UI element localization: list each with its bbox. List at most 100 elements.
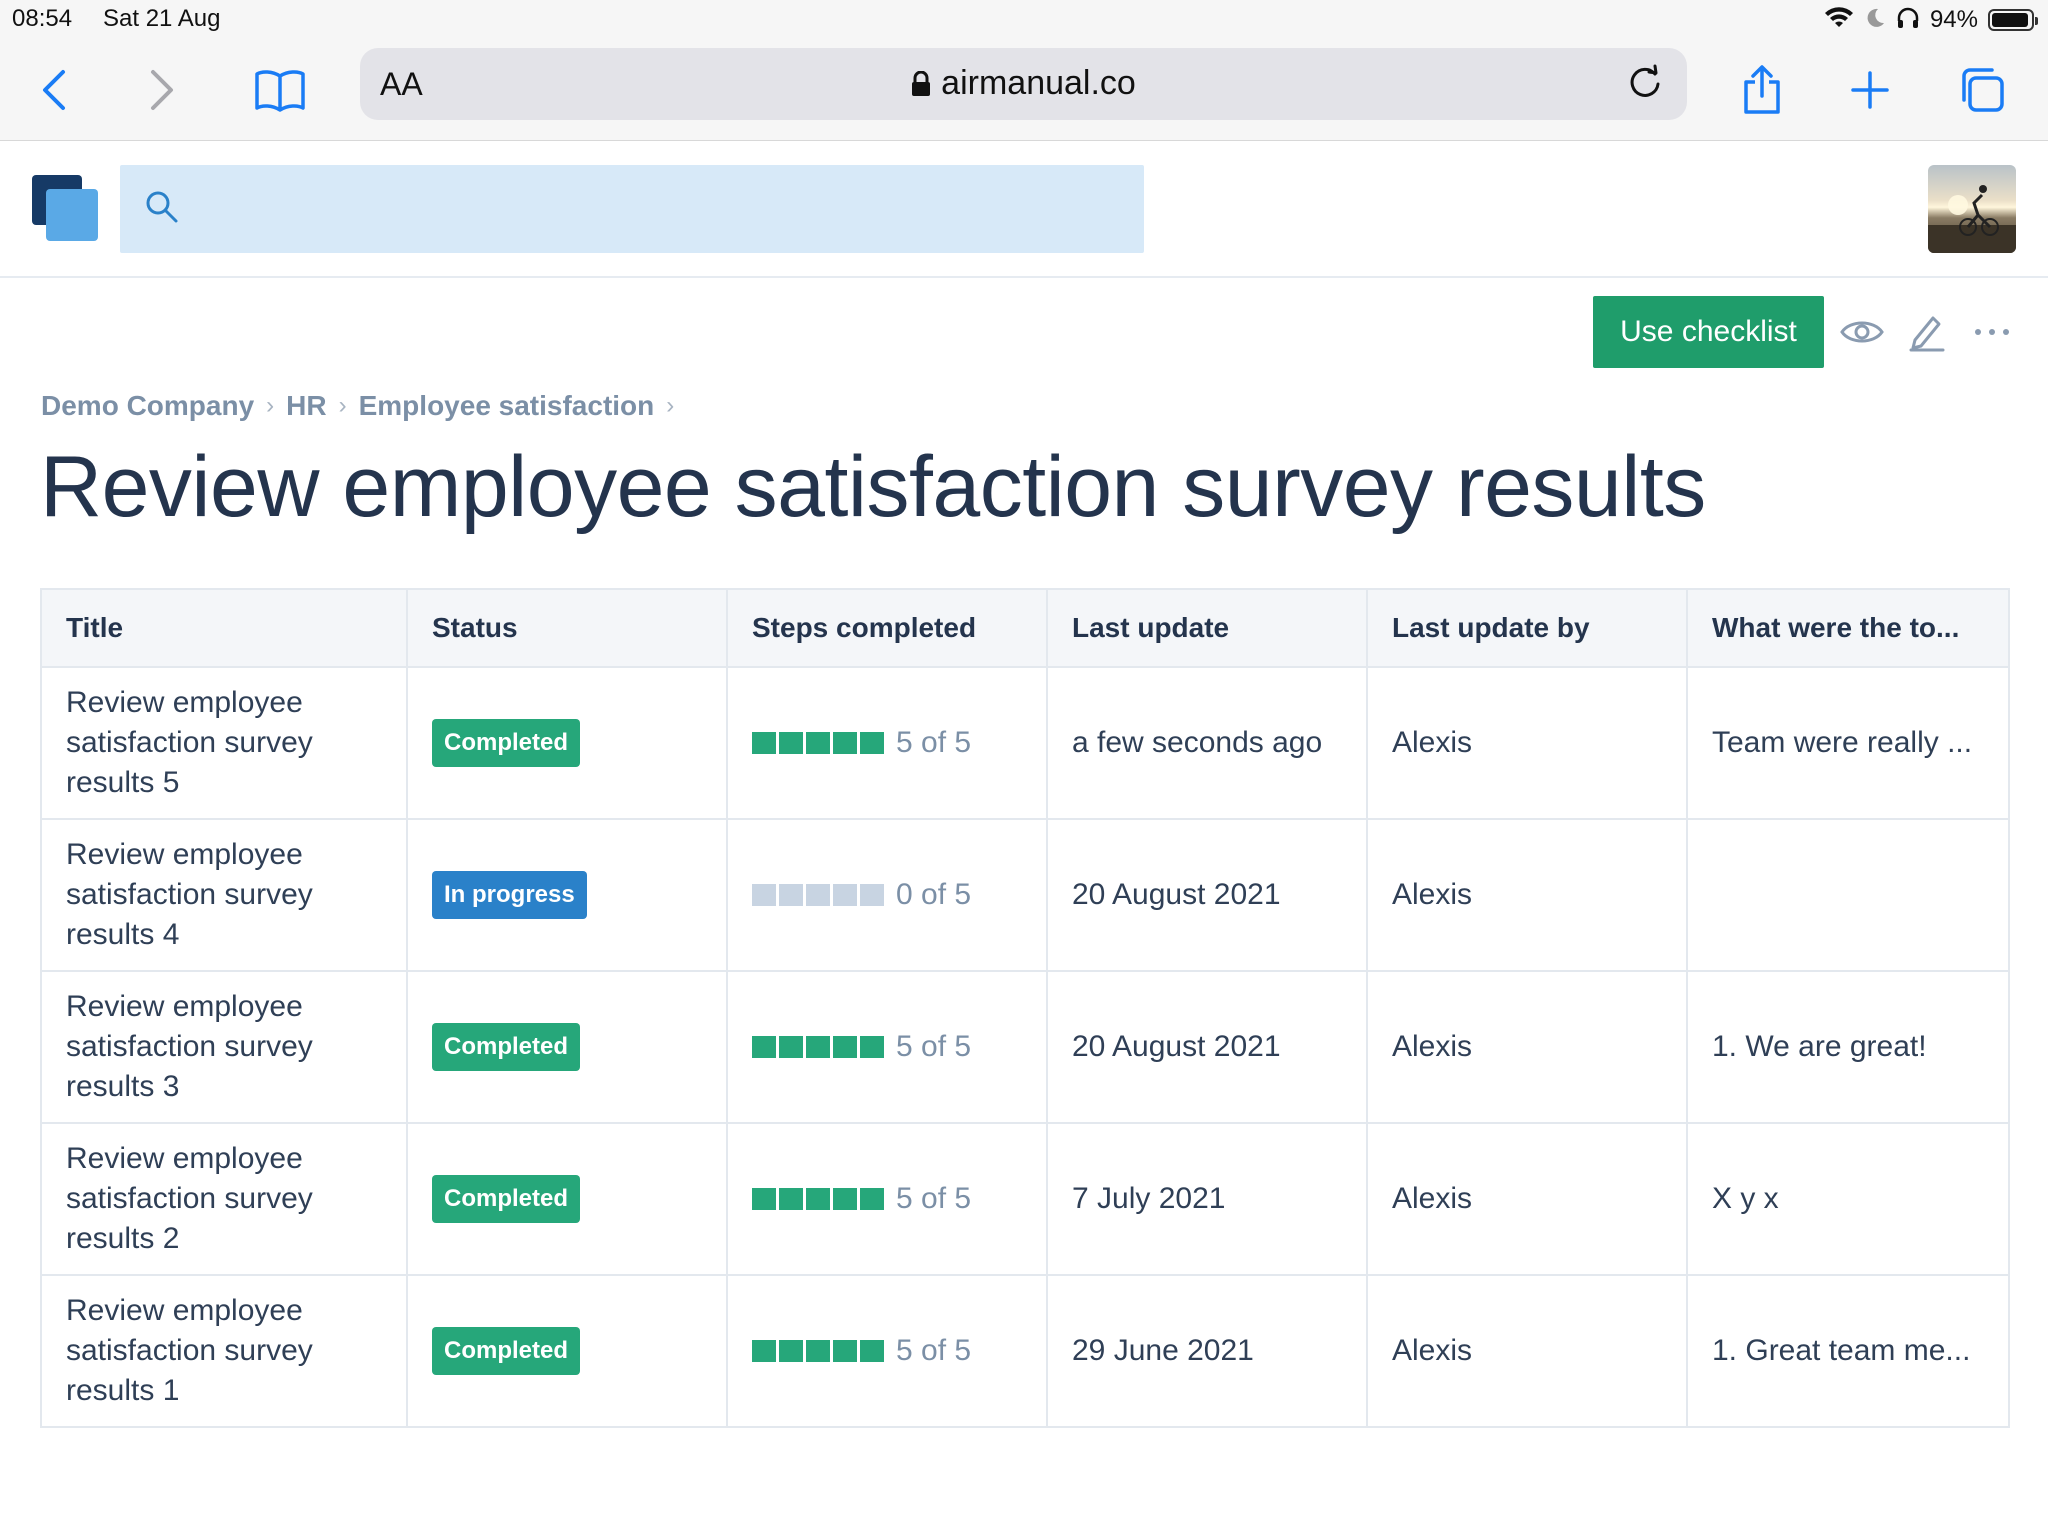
row-status: Completed	[406, 1274, 728, 1428]
battery-icon	[1988, 9, 2038, 31]
header-what[interactable]: What were the to...	[1686, 588, 2010, 668]
page-title: Review employee satisfaction survey resu…	[40, 439, 1706, 535]
battery-fill	[1992, 13, 2028, 27]
share-icon[interactable]	[1730, 58, 1794, 122]
avatar-cyclist-icon	[1928, 185, 2016, 253]
row-what: 1. We are great!	[1686, 970, 2010, 1124]
breadcrumb-separator-icon: ›	[266, 392, 275, 419]
book-icon[interactable]	[248, 58, 312, 122]
row-title[interactable]: Review employee satisfaction survey resu…	[40, 1122, 408, 1276]
step-segment	[806, 884, 830, 906]
row-title[interactable]: Review employee satisfaction survey resu…	[40, 818, 408, 972]
step-segment	[752, 1036, 776, 1058]
breadcrumb: Demo Company › HR › Employee satisfactio…	[41, 390, 686, 422]
steps-label: 5 of 5	[896, 1334, 972, 1367]
table-row[interactable]: Review employee satisfaction survey resu…	[40, 1122, 2010, 1276]
step-segment	[833, 1340, 857, 1362]
row-last-update: 7 July 2021	[1046, 1122, 1368, 1276]
header-status[interactable]: Status	[406, 588, 728, 668]
reload-icon[interactable]	[1625, 62, 1665, 107]
row-what: Team were really ...	[1686, 666, 2010, 820]
steps-progress: 5 of 5	[752, 1334, 1022, 1368]
step-segment	[779, 1188, 803, 1210]
lock-icon	[911, 67, 931, 106]
address-text[interactable]: airmanual.co	[360, 64, 1687, 106]
row-last-update: a few seconds ago	[1046, 666, 1368, 820]
step-segment	[779, 884, 803, 906]
step-segment	[860, 1340, 884, 1362]
app-header	[0, 141, 2048, 278]
row-last-update-by: Alexis	[1366, 1274, 1688, 1428]
step-segment	[833, 884, 857, 906]
steps-bar	[752, 1036, 884, 1058]
header-last-update[interactable]: Last update	[1046, 588, 1368, 668]
status-badge: Completed	[432, 1327, 581, 1375]
row-last-update-by: Alexis	[1366, 818, 1688, 972]
moon-icon	[1864, 6, 1886, 35]
row-title[interactable]: Review employee satisfaction survey resu…	[40, 970, 408, 1124]
browser-toolbar: AA airmanual.co	[0, 40, 2048, 141]
table-row[interactable]: Review employee satisfaction survey resu…	[40, 818, 2010, 972]
status-date: Sat 21 Aug	[103, 5, 221, 32]
chevron-left-icon[interactable]	[22, 58, 86, 122]
search-input[interactable]	[194, 181, 1128, 239]
more-icon[interactable]	[1968, 308, 2016, 356]
tabs-icon[interactable]	[1950, 58, 2014, 122]
header-last-update-by[interactable]: Last update by	[1366, 588, 1688, 668]
row-title[interactable]: Review employee satisfaction survey resu…	[40, 666, 408, 820]
header-title[interactable]: Title	[40, 588, 408, 668]
table-row[interactable]: Review employee satisfaction survey resu…	[40, 666, 2010, 820]
chevron-right-icon[interactable]	[130, 58, 194, 122]
table-row[interactable]: Review employee satisfaction survey resu…	[40, 970, 2010, 1124]
row-last-update: 20 August 2021	[1046, 818, 1368, 972]
eye-icon[interactable]	[1838, 308, 1886, 356]
text-size-button[interactable]: AA	[380, 66, 423, 102]
row-steps: 5 of 5	[726, 666, 1048, 820]
step-segment	[833, 732, 857, 754]
status-badge: Completed	[432, 1023, 581, 1071]
address-bar[interactable]: AA airmanual.co	[360, 48, 1687, 120]
steps-label: 5 of 5	[896, 726, 972, 759]
row-last-update-by: Alexis	[1366, 970, 1688, 1124]
use-checklist-button[interactable]: Use checklist	[1593, 296, 1824, 368]
step-segment	[779, 732, 803, 754]
row-steps: 0 of 5	[726, 818, 1048, 972]
step-segment	[779, 1036, 803, 1058]
steps-bar	[752, 732, 884, 754]
step-segment	[860, 1036, 884, 1058]
steps-label: 5 of 5	[896, 1030, 972, 1063]
steps-progress: 5 of 5	[752, 1182, 1022, 1216]
steps-bar	[752, 1340, 884, 1362]
breadcrumb-category[interactable]: Employee satisfaction	[358, 390, 655, 421]
header-steps[interactable]: Steps completed	[726, 588, 1048, 668]
breadcrumb-separator-icon: ›	[338, 392, 347, 419]
row-status: Completed	[406, 970, 728, 1124]
row-status: Completed	[406, 666, 728, 820]
status-time: 08:54	[12, 5, 73, 32]
step-segment	[752, 1188, 776, 1210]
steps-progress: 5 of 5	[752, 1030, 1022, 1064]
step-segment	[752, 884, 776, 906]
avatar[interactable]	[1928, 165, 2016, 253]
steps-bar	[752, 884, 884, 906]
headphones-icon	[1896, 6, 1920, 35]
row-what: 1. Great team me...	[1686, 1274, 2010, 1428]
row-last-update-by: Alexis	[1366, 666, 1688, 820]
steps-label: 0 of 5	[896, 878, 972, 911]
row-steps: 5 of 5	[726, 1274, 1048, 1428]
table-row[interactable]: Review employee satisfaction survey resu…	[40, 1274, 2010, 1428]
url-label: airmanual.co	[941, 64, 1136, 102]
status-badge: Completed	[432, 719, 581, 767]
breadcrumb-company[interactable]: Demo Company	[41, 390, 255, 421]
step-segment	[833, 1036, 857, 1058]
step-segment	[806, 1188, 830, 1210]
pencil-icon[interactable]	[1903, 308, 1951, 356]
breadcrumb-section[interactable]: HR	[286, 390, 327, 421]
app-logo[interactable]	[32, 175, 98, 241]
row-title[interactable]: Review employee satisfaction survey resu…	[40, 1274, 408, 1428]
steps-progress: 5 of 5	[752, 726, 1022, 760]
row-steps: 5 of 5	[726, 970, 1048, 1124]
steps-label: 5 of 5	[896, 1182, 972, 1215]
search-bar[interactable]	[120, 165, 1144, 253]
plus-icon[interactable]	[1838, 58, 1902, 122]
